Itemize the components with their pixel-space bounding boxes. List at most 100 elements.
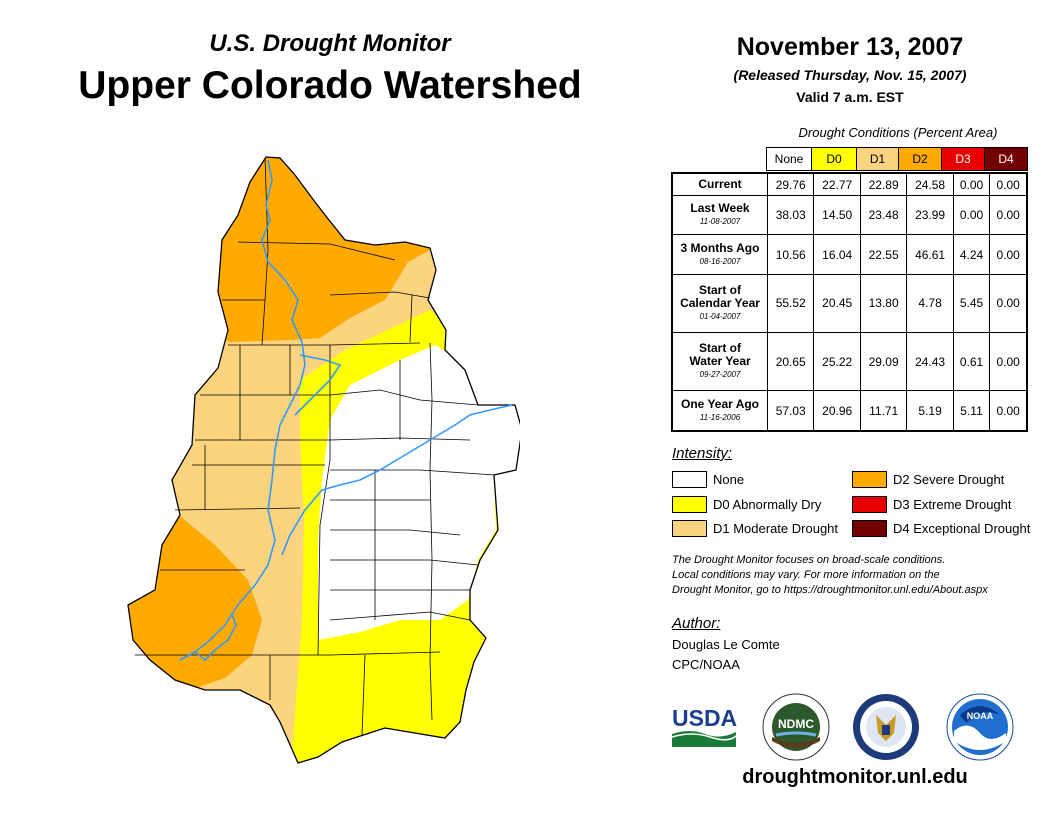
cell-d2: 24.43 xyxy=(906,332,954,392)
note-line: The Drought Monitor focuses on broad-sca… xyxy=(672,554,946,566)
legend-label: D1 Moderate Drought xyxy=(713,521,839,536)
none-region xyxy=(318,345,520,640)
cell-none: 38.03 xyxy=(766,195,815,236)
row-date: 11-16-2006 xyxy=(699,412,741,422)
row-label-line1: Current xyxy=(698,177,742,192)
note-line: Drought Monitor, go to https://droughtmo… xyxy=(672,584,988,596)
rivers xyxy=(179,159,513,662)
cell-d4: 0.00 xyxy=(989,390,1028,432)
author-label: Author: xyxy=(672,615,721,632)
valid-date: November 13, 2007 xyxy=(736,33,964,61)
row-date: 11-08-2007 xyxy=(699,217,741,227)
valid-time: Valid 7 a.m. EST xyxy=(796,89,904,105)
row-label: Last Week 11-08-2007 xyxy=(671,195,768,236)
row-label-line2: Water Year xyxy=(689,354,751,369)
legend-swatch xyxy=(852,471,887,488)
map-title: Upper Colorado Watershed xyxy=(78,64,582,107)
row-date: 08-16-2007 xyxy=(699,256,741,266)
cell-d4: 0.00 xyxy=(989,273,1028,334)
drought-conditions-table: Current 29.76 22.77 22.89 24.58 0.00 0.00 Last … xyxy=(671,172,1028,432)
author-org: CPC/NOAA xyxy=(672,657,740,672)
legend-title: Intensity: xyxy=(672,445,733,462)
cell-d0: 14.50 xyxy=(813,195,861,236)
row-label-line1: Start of xyxy=(699,282,741,297)
row-label: One Year Ago 11-16-2006 xyxy=(671,390,768,432)
ndmc-logo-text: NDMC xyxy=(778,717,814,731)
column-header-d3: D3 xyxy=(941,147,985,171)
legend-swatch xyxy=(672,520,707,537)
legend-swatch xyxy=(672,496,707,513)
legend-item: D2 Severe Drought xyxy=(852,471,1004,488)
cell-d0: 20.96 xyxy=(813,390,861,432)
table-title: Drought Conditions (Percent Area) xyxy=(798,125,998,140)
usda-logo: USDA xyxy=(671,705,737,747)
column-header-d4: D4 xyxy=(984,147,1028,171)
legend-label: D2 Severe Drought xyxy=(893,472,1005,487)
cell-d4: 0.00 xyxy=(989,234,1028,275)
column-header-d1: D1 xyxy=(856,147,899,171)
table-row: 3 Months Ago 08-16-2007 10.56 16.04 22.55 46.… xyxy=(671,234,1028,275)
cell-d2: 24.58 xyxy=(906,172,954,197)
legend-label: D0 Abnormally Dry xyxy=(713,497,822,512)
legend-swatch xyxy=(852,496,887,513)
row-label: 3 Months Ago 08-16-2007 xyxy=(671,234,768,275)
release-date: (Released Thursday, Nov. 15, 2007) xyxy=(733,67,967,83)
usda-logo-text: USDA xyxy=(672,705,737,731)
cell-d3: 5.11 xyxy=(952,390,991,432)
cell-d3: 0.61 xyxy=(952,332,991,392)
cell-d1: 29.09 xyxy=(859,332,908,392)
cell-d0: 16.04 xyxy=(813,234,861,275)
cell-d3: 5.45 xyxy=(952,273,991,334)
row-date: 09-27-2007 xyxy=(699,370,741,380)
legend-item: None xyxy=(672,471,744,488)
row-label-line1: 3 Months Ago xyxy=(680,240,760,255)
row-label-line1: One Year Ago xyxy=(680,396,760,411)
cell-d0: 22.77 xyxy=(813,172,861,197)
cell-d0: 25.22 xyxy=(813,332,861,392)
basin-outline xyxy=(127,156,520,764)
cell-d2: 4.78 xyxy=(906,273,954,334)
legend-item: D4 Exceptional Drought xyxy=(852,520,1030,537)
cell-none: 10.56 xyxy=(766,234,815,275)
cell-none: 55.52 xyxy=(766,273,815,334)
legend-item: D3 Extreme Drought xyxy=(852,496,1012,513)
disclaimer-note: The Drought Monitor focuses on broad-sca… xyxy=(672,553,1052,598)
row-label-line2: Calendar Year xyxy=(680,295,760,310)
row-label: Current xyxy=(671,172,768,197)
cell-d2: 23.99 xyxy=(906,195,954,236)
legend-swatch xyxy=(852,520,887,537)
cell-d4: 0.00 xyxy=(989,195,1028,236)
column-header-d0: D0 xyxy=(811,147,857,171)
map-subtitle: U.S. Drought Monitor xyxy=(209,30,451,57)
cell-d1: 22.89 xyxy=(859,172,908,197)
cell-d4: 0.00 xyxy=(989,332,1028,392)
cell-d1: 23.48 xyxy=(859,195,908,236)
noaa-logo-text: NOAA xyxy=(967,711,994,721)
cell-d3: 4.24 xyxy=(952,234,991,275)
legend-swatch xyxy=(672,471,707,488)
table-row: Start of Water Year 09-27-2007 20.65 25.22 29… xyxy=(671,332,1028,392)
cell-d2: 46.61 xyxy=(906,234,954,275)
table-row: Current 29.76 22.77 22.89 24.58 0.00 0.00 xyxy=(671,172,1028,197)
cell-d3: 0.00 xyxy=(952,195,991,236)
row-label-line1: Last Week xyxy=(690,201,750,216)
row-label: Start of Water Year 09-27-2007 xyxy=(671,332,768,392)
legend-item: D0 Abnormally Dry xyxy=(672,496,821,513)
table-row: Start of Calendar Year 01-04-2007 55.52 20.4… xyxy=(671,273,1028,334)
drought-map xyxy=(127,156,520,764)
table-row: One Year Ago 11-16-2006 57.03 20.96 11.71 5.1… xyxy=(671,390,1028,432)
county-boundaries xyxy=(135,157,496,736)
legend-label: D3 Extreme Drought xyxy=(893,497,1012,512)
row-label: Start of Calendar Year 01-04-2007 xyxy=(671,273,768,334)
row-label-line1: Start of xyxy=(699,341,741,356)
author-name: Douglas Le Comte xyxy=(672,637,780,652)
cell-d3: 0.00 xyxy=(952,172,991,197)
legend-item: D1 Moderate Drought xyxy=(672,520,838,537)
cell-d1: 13.80 xyxy=(859,273,908,334)
note-line: Local conditions may vary. For more info… xyxy=(672,569,940,581)
legend-label: None xyxy=(713,472,745,487)
cell-none: 20.65 xyxy=(766,332,815,392)
cell-d0: 20.45 xyxy=(813,273,861,334)
noaa-logo: NOAA xyxy=(946,693,1014,761)
website-link[interactable]: droughtmonitor.unl.edu xyxy=(742,766,968,788)
